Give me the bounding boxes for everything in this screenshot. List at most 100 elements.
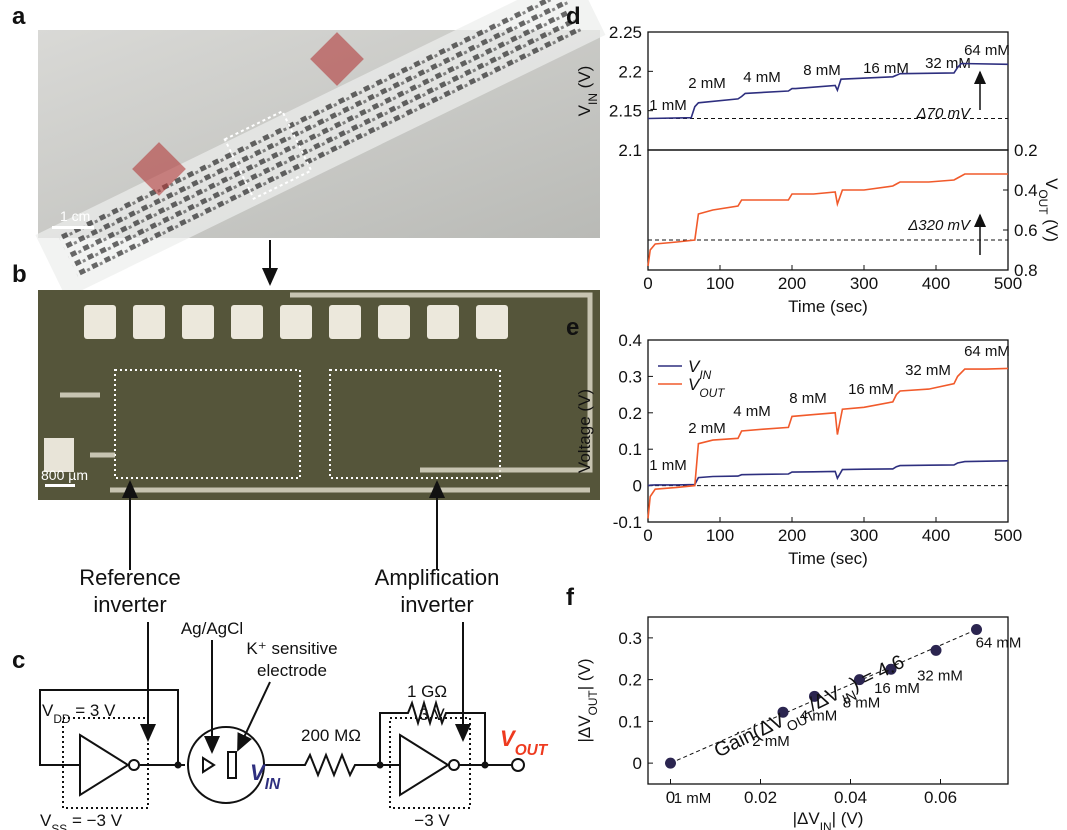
step-label: 2 mM	[688, 420, 726, 437]
label-part: V	[40, 811, 52, 830]
x-tick-label: 500	[994, 526, 1022, 545]
panel-label: f	[566, 584, 575, 611]
y-tick-label: 0	[633, 754, 642, 773]
y-axis-label: Voltage (V)	[575, 389, 594, 473]
step-label: 8 mM	[803, 62, 841, 79]
y-tick-label: 0.4	[618, 331, 642, 350]
x-tick-label: 400	[922, 526, 950, 545]
y-tick-label: 0	[633, 477, 642, 496]
callout: inverter	[400, 592, 473, 617]
node	[175, 762, 182, 769]
y2-axis-label-part: OUT	[1036, 189, 1050, 214]
y-axis-label-part: V	[575, 104, 594, 116]
y-tick-label: 0.2	[618, 404, 642, 423]
x-tick-label: 300	[850, 274, 878, 293]
x-tick-label: 200	[778, 274, 806, 293]
pad	[182, 305, 214, 339]
label: VDD = 3 V	[42, 701, 116, 726]
x-tick-label: 100	[706, 526, 734, 545]
step-label: 4 mM	[733, 403, 771, 420]
point-label: 32 mM	[917, 667, 963, 684]
label: K⁺ sensitive	[246, 639, 337, 658]
label: −3 V	[414, 811, 450, 830]
x-axis-label-part: | (V)	[832, 809, 864, 828]
y2-tick-label: 0.6	[1014, 221, 1038, 240]
y-axis-label: |ΔVOUT| (V)	[575, 658, 600, 742]
x-tick-label: 0.04	[834, 788, 867, 807]
label-part: = 3 V	[71, 701, 117, 720]
step-label: 1 mM	[649, 457, 687, 474]
y-tick-label: 0.1	[618, 712, 642, 731]
legend-label-part: OUT	[699, 386, 725, 400]
point	[971, 624, 982, 635]
scale-bar-label: 800 µm	[41, 467, 88, 483]
step-label: 16 mM	[848, 381, 894, 398]
y-axis-label-part: OUT	[586, 690, 600, 715]
y-axis-label-part: |ΔV	[575, 715, 594, 743]
photo-b	[38, 290, 600, 500]
label-part: SS	[51, 822, 67, 830]
vin-label-part: IN	[265, 776, 281, 793]
y-tick-label: 0.2	[618, 671, 642, 690]
figure: 1 cm 800 µm Reference inverter Amplifica…	[0, 0, 1067, 830]
x-tick-label: 0	[643, 526, 652, 545]
y-tick-label: 0.3	[618, 367, 642, 386]
x-axis-label-part: IN	[820, 820, 832, 830]
label: VSS = −3 V	[40, 811, 123, 830]
step-label: 64 mM	[964, 343, 1010, 360]
callout: inverter	[93, 592, 166, 617]
x-tick-label: 0.02	[744, 788, 777, 807]
y-tick-label: -0.1	[613, 513, 642, 532]
x-tick-label: 100	[706, 274, 734, 293]
fit-label: Gain(ΔVOUT/ΔVIN) = 4.6	[711, 651, 911, 768]
label-part: = −3 V	[67, 811, 122, 830]
y-tick-label: 2.2	[618, 62, 642, 81]
step-label: 1 mM	[649, 97, 687, 114]
y-axis-label-part: | (V)	[575, 658, 594, 690]
step-label: 8 mM	[789, 390, 827, 407]
y-tick-label: 2.1	[618, 141, 642, 160]
y-tick-label: 2.15	[609, 102, 642, 121]
point	[665, 758, 676, 769]
label-part: DD	[53, 712, 71, 726]
panel-label: a	[12, 3, 26, 30]
y2-axis-label-part: V	[1042, 178, 1061, 190]
photo-a	[35, 0, 605, 298]
x-axis-label: |ΔVIN| (V)	[793, 809, 864, 830]
callout: Amplification	[375, 565, 500, 590]
label: electrode	[257, 661, 327, 680]
pad	[133, 305, 165, 339]
x-tick-label: 0.06	[924, 788, 957, 807]
point-label: 64 mM	[976, 635, 1022, 652]
x-axis-label: Time (sec)	[788, 549, 868, 568]
scale-bar-label: 1 cm	[60, 208, 90, 224]
x-tick-label: 200	[778, 526, 806, 545]
x-tick-label: 0	[643, 274, 652, 293]
x-axis-label: Time (sec)	[788, 297, 868, 316]
panel-label: b	[12, 261, 27, 288]
x-tick-label: 300	[850, 526, 878, 545]
point-label: 1 mM	[674, 790, 712, 807]
y2-axis-label: VOUT (V)	[1036, 178, 1061, 242]
panel-label: c	[12, 647, 25, 674]
point	[931, 645, 942, 656]
legend-label-part: IN	[699, 368, 711, 382]
y-tick-label: 0.3	[618, 629, 642, 648]
label: 1 GΩ	[407, 682, 447, 701]
series-line	[648, 461, 1008, 486]
pad	[84, 305, 116, 339]
pad	[378, 305, 410, 339]
pad	[329, 305, 361, 339]
vout-label-part: OUT	[515, 742, 549, 759]
panel-label: d	[566, 3, 581, 30]
delta-label: Δ70 mV	[916, 105, 972, 122]
vout-label: VOUT	[500, 726, 549, 759]
label: 200 MΩ	[301, 726, 361, 745]
x-tick-label: 500	[994, 274, 1022, 293]
y-tick-label: 0.1	[618, 440, 642, 459]
label-part: V	[42, 701, 54, 720]
node	[377, 762, 384, 769]
pad	[231, 305, 263, 339]
step-label: 2 mM	[688, 75, 726, 92]
x-tick-label: 400	[922, 274, 950, 293]
